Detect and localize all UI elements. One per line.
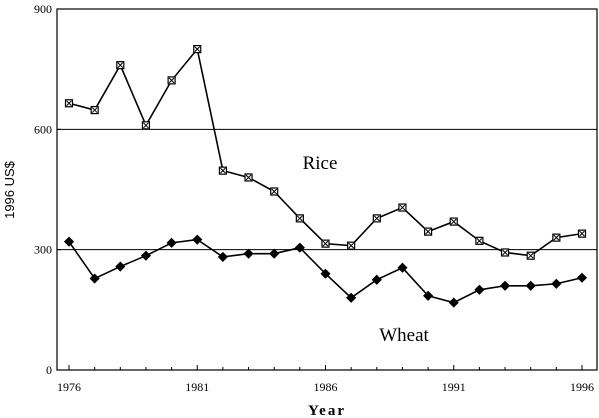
marker-cross bbox=[66, 100, 72, 107]
marker-cross bbox=[399, 204, 406, 211]
marker-cross bbox=[143, 122, 149, 129]
y-tick-label: 900 bbox=[34, 2, 52, 16]
data-point-wheat bbox=[576, 272, 588, 283]
gridlines bbox=[57, 128, 597, 251]
x-tick-label: 1996 bbox=[570, 380, 594, 394]
plot-border bbox=[56, 8, 598, 371]
data-point-wheat bbox=[217, 251, 228, 262]
y-axis-title: 1996 US$ bbox=[2, 160, 17, 219]
data-point-wheat bbox=[525, 280, 536, 291]
x-axis-title: Year bbox=[308, 403, 346, 418]
data-point-rice bbox=[372, 214, 381, 223]
marker-cross bbox=[425, 228, 431, 235]
data-point-rice bbox=[577, 229, 587, 238]
data-point-rice bbox=[141, 121, 151, 130]
axis-ticks: 0 300 600 900 1976 1981 1986 1991 1996 bbox=[34, 2, 594, 394]
data-point-wheat bbox=[192, 234, 203, 245]
data-point-wheat bbox=[63, 236, 75, 247]
x-tick-label: 1991 bbox=[442, 380, 466, 394]
data-point-rice bbox=[526, 251, 535, 260]
data-point-wheat bbox=[371, 274, 382, 285]
data-point-wheat bbox=[243, 248, 254, 259]
data-point-rice bbox=[167, 76, 176, 85]
marker-cross bbox=[117, 62, 124, 69]
marker-cross bbox=[91, 107, 98, 113]
data-point-wheat bbox=[448, 297, 459, 308]
data-point-wheat bbox=[166, 237, 177, 248]
data-point-wheat bbox=[140, 250, 152, 261]
data-point-wheat bbox=[294, 242, 305, 253]
data-point-wheat bbox=[499, 280, 511, 291]
data-point-rice bbox=[270, 187, 279, 196]
data-point-wheat bbox=[115, 261, 126, 272]
data-point-wheat bbox=[423, 290, 434, 301]
marker-cross bbox=[322, 240, 329, 247]
plot-frame bbox=[56, 8, 598, 371]
data-point-rice bbox=[218, 166, 227, 175]
x-tick-label: 1976 bbox=[57, 380, 81, 394]
marker-cross bbox=[553, 234, 560, 241]
marker-cross bbox=[220, 167, 226, 174]
y-tick-label: 300 bbox=[34, 243, 52, 257]
data-point-rice bbox=[321, 239, 330, 248]
series-layer bbox=[63, 45, 588, 308]
data-point-wheat bbox=[551, 278, 562, 289]
data-point-rice bbox=[347, 241, 356, 250]
data-point-wheat bbox=[89, 273, 100, 284]
data-point-rice bbox=[90, 105, 99, 115]
data-point-rice bbox=[398, 203, 407, 212]
marker-cross bbox=[373, 215, 380, 222]
data-point-rice bbox=[424, 227, 433, 236]
label-layer: 1996 US$ Year Rice Wheat bbox=[2, 153, 430, 418]
marker-cross bbox=[476, 237, 483, 244]
data-point-wheat bbox=[397, 262, 408, 273]
marker-cross bbox=[168, 77, 175, 84]
data-point-rice bbox=[64, 99, 74, 108]
x-tick-label: 1981 bbox=[185, 380, 209, 394]
data-point-wheat bbox=[346, 292, 357, 303]
marker-cross bbox=[194, 46, 201, 52]
marker-cross bbox=[245, 174, 252, 181]
data-point-rice bbox=[193, 45, 202, 54]
y-tick-label: 0 bbox=[46, 363, 52, 377]
data-point-rice bbox=[475, 236, 484, 245]
marker-cross bbox=[348, 242, 355, 249]
data-point-rice bbox=[116, 61, 125, 70]
data-point-wheat bbox=[320, 268, 331, 279]
marker-cross bbox=[502, 249, 508, 256]
annotation-rice: Rice bbox=[303, 153, 338, 174]
annotation-wheat: Wheat bbox=[379, 325, 429, 346]
marker-cross bbox=[527, 252, 534, 259]
data-point-rice bbox=[552, 233, 561, 242]
data-point-rice bbox=[244, 173, 253, 182]
data-point-rice bbox=[449, 217, 458, 226]
y-tick-label: 600 bbox=[34, 122, 52, 136]
marker-cross bbox=[450, 218, 457, 225]
x-tick-label: 1986 bbox=[314, 380, 338, 394]
marker-cross bbox=[579, 230, 585, 237]
data-point-wheat bbox=[474, 284, 485, 295]
marker-cross bbox=[296, 215, 303, 222]
data-point-rice bbox=[295, 214, 304, 223]
data-point-wheat bbox=[269, 248, 280, 259]
marker-cross bbox=[271, 188, 278, 195]
data-point-rice bbox=[500, 248, 510, 257]
